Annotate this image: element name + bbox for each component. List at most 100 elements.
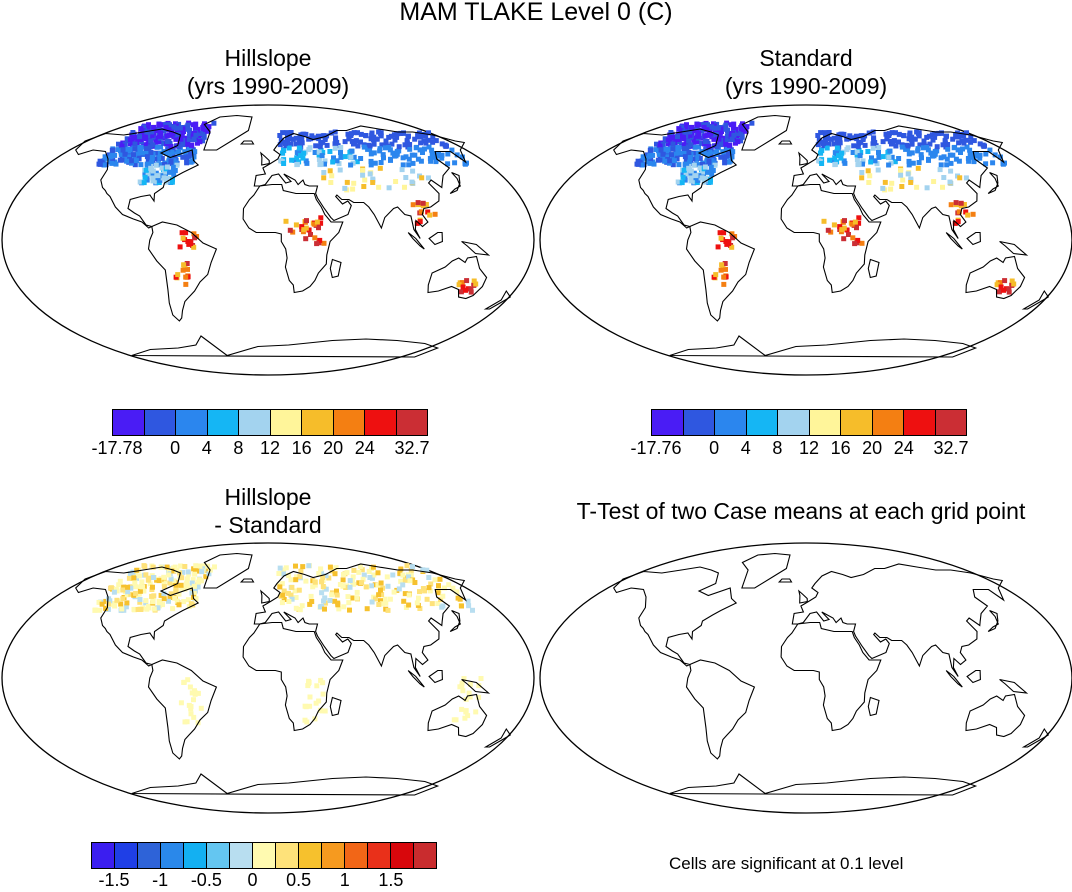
map-hillslope-grid-cell	[410, 160, 416, 166]
map-standard-grid-cell	[656, 151, 662, 157]
map-hillslope-grid-cell	[211, 120, 217, 126]
map-difference-grid-cell	[322, 606, 327, 612]
map-standard-grid-cell	[841, 236, 847, 242]
map-difference-coastline-madagascar	[329, 696, 342, 717]
map-difference-grid-cell	[119, 606, 125, 612]
map-hillslope-coastline-australia	[427, 255, 488, 300]
map-standard-grid-cell	[948, 160, 954, 166]
map-standard-grid-cell	[719, 262, 725, 268]
map-difference-grid-cell	[181, 599, 187, 605]
map-standard-coastline-madagascar	[867, 258, 880, 279]
map-hillslope-grid-cell	[458, 289, 464, 295]
map-difference-grid-cell	[199, 578, 204, 584]
map-standard-grid-cell	[941, 175, 947, 180]
map-difference-grid-cell	[143, 598, 149, 604]
colorbar-difference-tick-label: -0.5	[190, 870, 222, 890]
map-hillslope-grid-cell	[412, 136, 418, 142]
map-hillslope-grid-cell	[348, 162, 354, 168]
panel-title-line2: - Standard	[214, 512, 322, 538]
map-difference-grid-cell	[138, 584, 144, 590]
map-standard-grid-cell	[926, 156, 931, 162]
map-standard-grid-cell	[705, 127, 710, 133]
map-difference-grid-cell	[336, 606, 342, 612]
map-difference-grid-cell	[120, 596, 126, 602]
map-difference-grid-cell	[172, 595, 178, 601]
colorbar-standard-swatch	[715, 410, 747, 435]
map-hillslope-grid-cell	[331, 155, 336, 161]
map-standard-grid-cell	[721, 281, 727, 287]
map-hillslope-coastline-iceland	[239, 140, 255, 145]
map-difference-grid-cell	[188, 704, 194, 709]
map-hillslope-grid-cell	[186, 241, 192, 247]
map-difference-grid-cell	[178, 700, 184, 706]
map-difference-grid-cell	[168, 591, 174, 597]
map-standard-grid-cell	[675, 145, 681, 150]
map-standard-grid-cell	[723, 239, 729, 244]
map-standard-grid-cell	[957, 175, 963, 181]
map-hillslope-grid-cell	[191, 231, 197, 237]
map-standard-grid-cell	[920, 145, 926, 151]
map-standard-grid-cell	[997, 154, 1003, 160]
map-standard	[539, 104, 1072, 376]
map-difference-grid-cell	[378, 598, 383, 604]
map-difference-grid-cell	[123, 604, 129, 610]
map-difference-grid-cell	[379, 601, 385, 607]
map-hillslope-grid-cell	[281, 161, 287, 166]
map-difference-grid-cell	[192, 688, 197, 694]
map-difference-grid-cell	[327, 598, 333, 603]
panel-title-line1: T-Test of two Case means at each grid po…	[576, 498, 1026, 524]
map-difference-grid-cell	[417, 589, 422, 595]
colorbar-difference-ticks: -1.5 -1 -0.5 0 0.5 1 1.5	[91, 870, 437, 892]
map-hillslope-grid-cell	[186, 145, 192, 151]
map-standard-grid-cell	[831, 135, 837, 141]
map-difference-grid-cell	[118, 601, 124, 607]
map-hillslope-grid-cell	[429, 147, 435, 153]
map-standard-coastline-namerica	[613, 128, 738, 229]
map-standard-grid-cell	[700, 162, 705, 167]
map-hillslope-grid-cell	[191, 136, 197, 142]
map-hillslope-grid-cell	[158, 173, 164, 179]
map-difference-grid-cell	[346, 600, 352, 606]
map-standard-grid-cell	[691, 162, 697, 168]
map-hillslope-grid-cell	[296, 145, 302, 151]
map-standard-grid-cell	[657, 143, 663, 149]
map-difference-grid-cell	[350, 574, 356, 580]
map-hillslope-grid-cell	[183, 230, 189, 236]
map-difference-grid-cell	[124, 600, 130, 606]
map-difference-grid-cell	[192, 691, 198, 697]
map-standard-grid-cell	[712, 162, 718, 168]
map-standard-grid-cell	[839, 150, 845, 156]
map-difference-grid-cell	[161, 574, 167, 580]
map-standard-grid-cell	[889, 180, 895, 186]
map-difference-grid-cell	[424, 567, 430, 573]
map-hillslope-grid-cell	[361, 144, 367, 150]
map-hillslope-grid-cell	[306, 147, 312, 153]
map-hillslope-grid-cell	[301, 150, 307, 156]
map-difference-grid-cell	[193, 596, 199, 602]
map-standard-grid-cell	[844, 227, 850, 233]
map-difference-grid-cell	[422, 588, 428, 594]
map-difference-grid-cell	[281, 571, 287, 577]
map-difference-grid-cell	[334, 588, 339, 594]
map-hillslope-grid-cell	[192, 149, 198, 155]
map-hillslope-grid-cell	[336, 161, 342, 167]
map-difference-grid-cell	[341, 604, 347, 610]
map-difference-grid-cell	[166, 567, 172, 573]
colorbar-hillslope-tick-label: 0	[170, 438, 181, 458]
map-difference-grid-cell	[308, 593, 314, 599]
map-standard-grid-cell	[818, 130, 824, 136]
map-hillslope-grid-cell	[379, 142, 385, 148]
map-standard-grid-cell	[646, 153, 652, 159]
map-ttest-coastline-samerica	[685, 659, 756, 760]
map-standard-grid-cell	[670, 141, 676, 147]
map-hillslope-coastline-samerica	[147, 221, 218, 322]
map-standard-grid-cell	[702, 139, 708, 144]
map-hillslope-grid-cell	[101, 162, 107, 168]
map-standard-grid-cell	[707, 149, 713, 155]
map-difference-grid-cell	[203, 574, 209, 580]
map-hillslope-grid-cell	[361, 184, 367, 189]
map-hillslope-grid-cell	[127, 137, 133, 143]
map-difference-grid-cell	[161, 591, 167, 597]
map-difference-grid-cell	[167, 580, 173, 586]
map-hillslope-grid-cell	[367, 143, 373, 149]
